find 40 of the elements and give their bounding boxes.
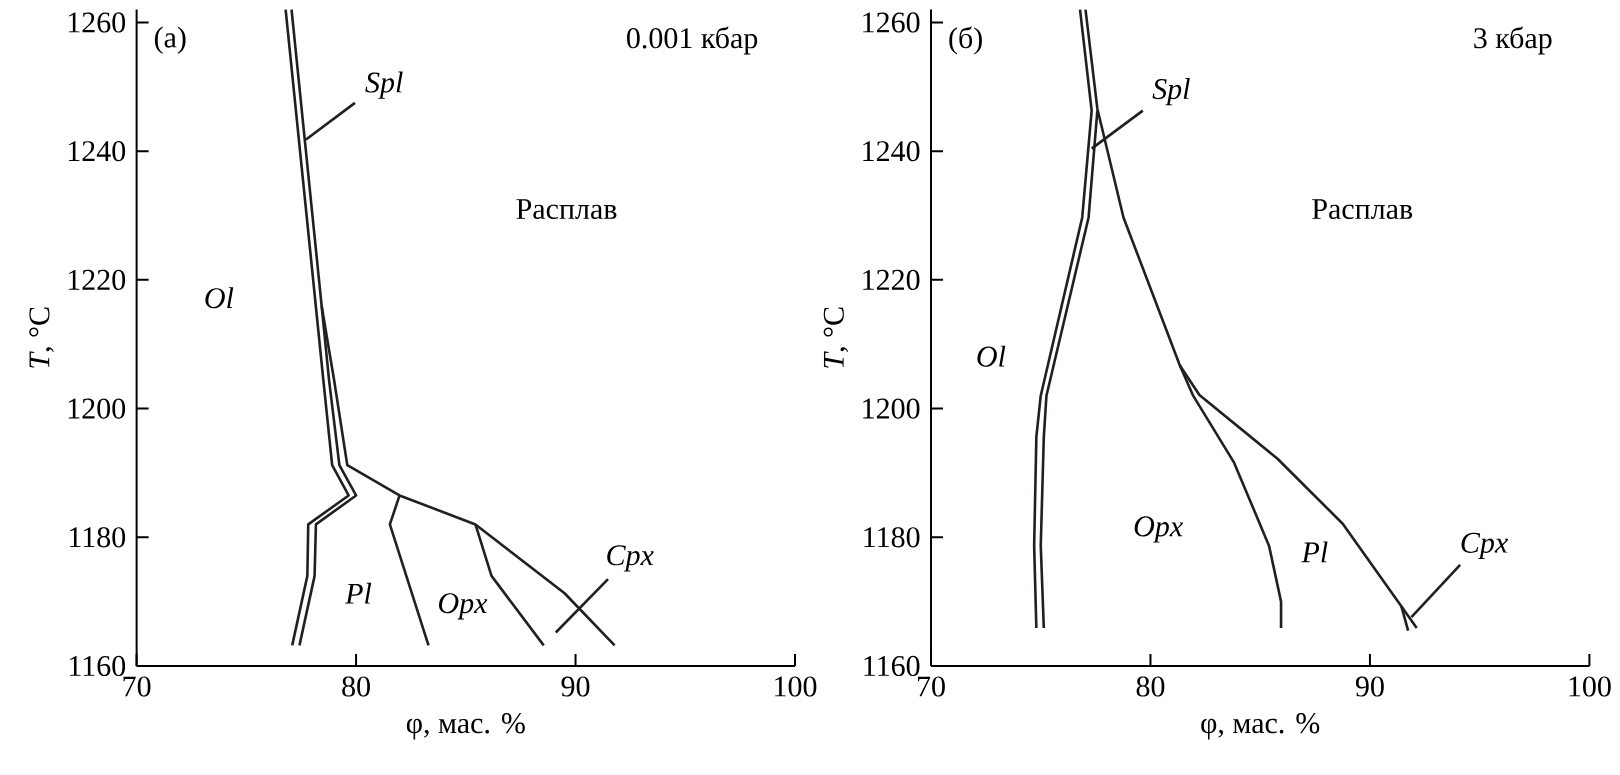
annotation: Ol — [205, 287, 234, 309]
x-tick-label: 70 — [123, 676, 151, 697]
x-tick-label: 100 — [1569, 676, 1611, 697]
annotation: Cpx — [607, 545, 654, 572]
y-axis-title: T, °C — [823, 307, 849, 368]
y-tick-label: 1260 — [68, 12, 126, 33]
x-axis-title: φ, мас. % — [1201, 713, 1320, 740]
annotation: Pl — [345, 582, 372, 604]
annotation: Spl — [1152, 78, 1190, 106]
x-tick-label: 90 — [1355, 676, 1384, 697]
annotation: Opx — [1134, 516, 1183, 543]
y-tick-label: 1240 — [68, 141, 126, 162]
x-tick-label: 80 — [1136, 676, 1165, 697]
y-tick-label: 1220 — [68, 269, 126, 290]
text: 3 кбар — [1474, 26, 1552, 55]
text: (б) — [949, 26, 982, 55]
y-tick-label: 1180 — [864, 527, 920, 548]
annotation: Pl — [1301, 541, 1328, 563]
annotation: Spl — [365, 71, 403, 99]
y-tick-label: 1240 — [863, 141, 920, 162]
y-tick-label: 1260 — [863, 12, 920, 33]
text: (а) — [154, 26, 186, 54]
y-tick-label: 1180 — [69, 527, 126, 548]
y-tick-label: 1200 — [68, 398, 126, 419]
annotation: Расплав — [516, 199, 617, 220]
y-axis-title: T, °C — [29, 307, 54, 368]
x-tick-label: 90 — [561, 676, 590, 697]
annotation: Opx — [439, 593, 488, 620]
y-tick-label: 1220 — [863, 269, 920, 290]
annotation: Расплав — [1312, 199, 1413, 220]
x-axis-title: φ, мас. % — [406, 713, 525, 740]
annotation: Ol — [977, 345, 1006, 367]
x-tick-label: 70 — [917, 676, 945, 697]
y-tick-label: 1160 — [864, 655, 920, 677]
x-tick-label: 100 — [775, 676, 817, 697]
y-tick-label: 1200 — [863, 398, 920, 419]
y-tick-label: 1160 — [69, 655, 126, 677]
annotation: Cpx — [1461, 532, 1508, 559]
text: 0.001 кбар — [627, 26, 758, 55]
x-tick-label: 80 — [342, 676, 370, 697]
